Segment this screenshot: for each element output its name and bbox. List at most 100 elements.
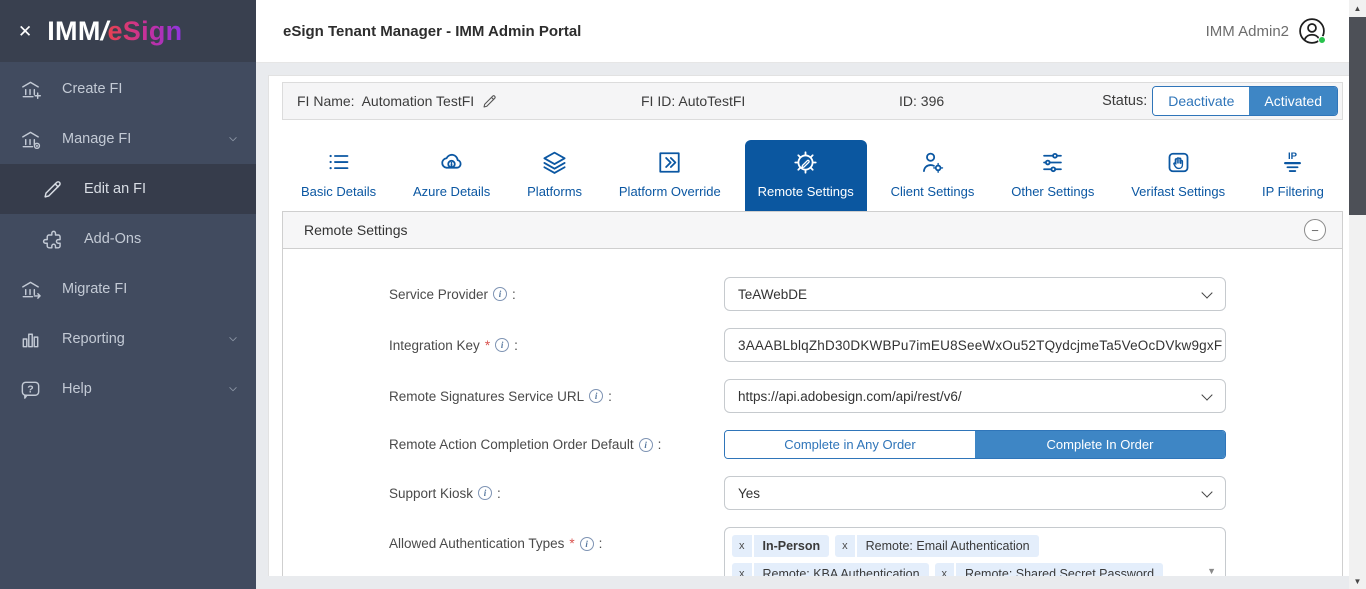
page-title: eSign Tenant Manager - IMM Admin Portal xyxy=(283,22,582,40)
sidebar-item-label: Add-Ons xyxy=(84,231,142,247)
sidebar-item-edit-an-fi[interactable]: Edit an FI xyxy=(0,164,256,214)
field-label: Remote Action Completion Order Default i… xyxy=(389,437,662,452)
remove-chip-icon[interactable]: x xyxy=(835,535,857,557)
sidebar-item-label: Edit an FI xyxy=(84,181,147,197)
logo-esign: eSign xyxy=(107,15,183,46)
box-forward-icon xyxy=(659,152,680,173)
sidebar: ✕ IMM/eSign Create FI Manage FI xyxy=(0,0,256,589)
info-icon[interactable]: i xyxy=(495,338,510,352)
puzzle-icon xyxy=(42,230,61,249)
select-value: Yes xyxy=(738,485,761,501)
status-toggle-group: Deactivate Activated xyxy=(1152,86,1338,116)
sidebar-logo-band: ✕ IMM/eSign xyxy=(0,0,256,62)
tab-remote-settings[interactable]: Remote Settings xyxy=(744,140,867,211)
info-icon[interactable]: i xyxy=(638,437,653,452)
settings-tab-bar: Basic Details Azure Details Platfor xyxy=(282,140,1343,211)
form-row-remote-url: Remote Signatures Service URL i : https:… xyxy=(389,379,1328,413)
sidebar-item-label: Migrate FI xyxy=(62,281,128,297)
tab-label: Other Settings xyxy=(1011,184,1095,199)
user-name: IMM Admin2 xyxy=(1205,22,1289,40)
vertical-scrollbar[interactable]: ▲ ▼ xyxy=(1349,0,1366,589)
completion-order-toggle: Complete in Any Order Complete In Order xyxy=(724,430,1226,459)
sidebar-item-label: Manage FI xyxy=(62,131,132,147)
tab-basic-details[interactable]: Basic Details xyxy=(288,140,389,211)
pencil-icon xyxy=(44,180,61,198)
panel-body: Service Provider i : TeAWebDE xyxy=(283,249,1342,576)
complete-in-order-option[interactable]: Complete In Order xyxy=(975,431,1225,458)
complete-any-order-option[interactable]: Complete in Any Order xyxy=(725,431,975,458)
sidebar-nav: Create FI Manage FI Edit an FI xyxy=(0,62,256,414)
sidebar-item-manage-fi[interactable]: Manage FI xyxy=(0,114,256,164)
input-value: 3AAABLblqZhD30DKWBPu7imEU8SeeWxOu52TQydc… xyxy=(738,337,1223,353)
scroll-down-icon[interactable]: ▼ xyxy=(1353,576,1362,586)
remove-chip-icon[interactable]: x xyxy=(732,563,754,576)
remove-chip-icon[interactable]: x xyxy=(934,563,957,576)
section-title: Remote Settings xyxy=(304,222,408,238)
cloud-info-icon xyxy=(441,153,462,169)
content-card: FI Name: Automation TestFI FI ID: AutoTe… xyxy=(268,75,1354,576)
tab-ip-filtering[interactable]: IP IP Filtering xyxy=(1249,140,1337,211)
tab-label: Platforms xyxy=(527,184,583,199)
chip-label: Remote: Shared Secret Password xyxy=(956,563,1164,576)
sidebar-item-migrate-fi[interactable]: Migrate FI xyxy=(0,264,256,314)
close-menu-icon[interactable]: ✕ xyxy=(18,21,33,41)
collapse-section-icon[interactable]: − xyxy=(1304,219,1326,241)
tab-verifast-settings[interactable]: Verifast Settings xyxy=(1118,140,1238,211)
chip-label: In-Person xyxy=(753,535,830,557)
fi-name-label: FI Name: xyxy=(297,93,355,109)
auth-type-chip: x Remote: Shared Secret Password xyxy=(934,563,1164,576)
svg-text:IP: IP xyxy=(1288,151,1298,162)
form-row-service-provider: Service Provider i : TeAWebDE xyxy=(389,277,1328,311)
service-provider-select[interactable]: TeAWebDE xyxy=(724,277,1226,311)
info-icon[interactable]: i xyxy=(579,536,594,551)
form-row-completion-order: Remote Action Completion Order Default i… xyxy=(389,430,1328,459)
edit-fi-name-icon[interactable] xyxy=(481,93,498,110)
sidebar-item-label: Help xyxy=(62,381,92,397)
tab-platforms[interactable]: Platforms xyxy=(514,140,595,211)
help-bubble-icon: ? xyxy=(21,381,40,399)
sidebar-item-create-fi[interactable]: Create FI xyxy=(0,64,256,114)
tab-client-settings[interactable]: Client Settings xyxy=(878,140,988,211)
info-icon[interactable]: i xyxy=(493,287,508,301)
user-menu[interactable]: IMM Admin2 xyxy=(1206,17,1326,45)
support-kiosk-select[interactable]: Yes xyxy=(724,476,1226,510)
avatar xyxy=(1298,17,1326,45)
tab-label: Platform Override xyxy=(618,184,721,199)
ip-filter-icon: IP xyxy=(1284,151,1302,172)
bank-arrow-icon xyxy=(22,281,41,299)
deactivate-button[interactable]: Deactivate xyxy=(1153,87,1250,115)
top-header: eSign Tenant Manager - IMM Admin Portal … xyxy=(256,0,1366,63)
user-circle-icon xyxy=(1299,18,1325,44)
form-row-support-kiosk: Support Kiosk i : Yes xyxy=(389,476,1328,510)
info-icon[interactable]: i xyxy=(589,389,604,403)
scrollbar-thumb[interactable] xyxy=(1349,17,1366,215)
sidebar-item-help[interactable]: ? Help xyxy=(0,364,256,414)
tab-azure-details[interactable]: Azure Details xyxy=(400,140,503,211)
tab-label: Azure Details xyxy=(412,184,491,199)
scroll-up-icon[interactable]: ▲ xyxy=(1353,3,1362,13)
field-label: Remote Signatures Service URL i : xyxy=(389,388,612,404)
remote-url-select[interactable]: https://api.adobesign.com/api/rest/v6/ xyxy=(724,379,1226,413)
sidebar-item-reporting[interactable]: Reporting xyxy=(0,314,256,364)
sliders-icon xyxy=(1043,152,1063,173)
activated-button[interactable]: Activated xyxy=(1249,87,1337,115)
tab-other-settings[interactable]: Other Settings xyxy=(998,140,1107,211)
auth-type-chip: x Remote: Email Authentication xyxy=(835,535,1039,557)
dropdown-arrow-icon[interactable]: ▼ xyxy=(1207,566,1216,576)
remove-chip-icon[interactable]: x xyxy=(732,535,754,557)
form-row-auth-types: Allowed Authentication Types * i : x In-… xyxy=(389,527,1328,576)
user-gear-icon xyxy=(923,152,944,173)
panel-header: Remote Settings − xyxy=(283,212,1342,249)
form-row-integration-key: Integration Key * i : 3AAABLblqZhD30DKWB… xyxy=(389,328,1328,362)
sidebar-item-add-ons[interactable]: Add-Ons xyxy=(0,214,256,264)
required-mark: * xyxy=(484,337,491,353)
chevron-down-icon xyxy=(229,337,237,342)
main-area: eSign Tenant Manager - IMM Admin Portal … xyxy=(256,0,1366,589)
hand-box-icon xyxy=(1168,152,1189,173)
auth-types-multiselect[interactable]: x In-Person x Remote: Email Authenticati… xyxy=(724,527,1226,576)
info-icon[interactable]: i xyxy=(478,486,493,500)
gear-pencil-icon xyxy=(794,151,817,174)
tab-platform-override[interactable]: Platform Override xyxy=(606,140,734,211)
integration-key-input[interactable]: 3AAABLblqZhD30DKWBPu7imEU8SeeWxOu52TQydc… xyxy=(724,328,1226,362)
